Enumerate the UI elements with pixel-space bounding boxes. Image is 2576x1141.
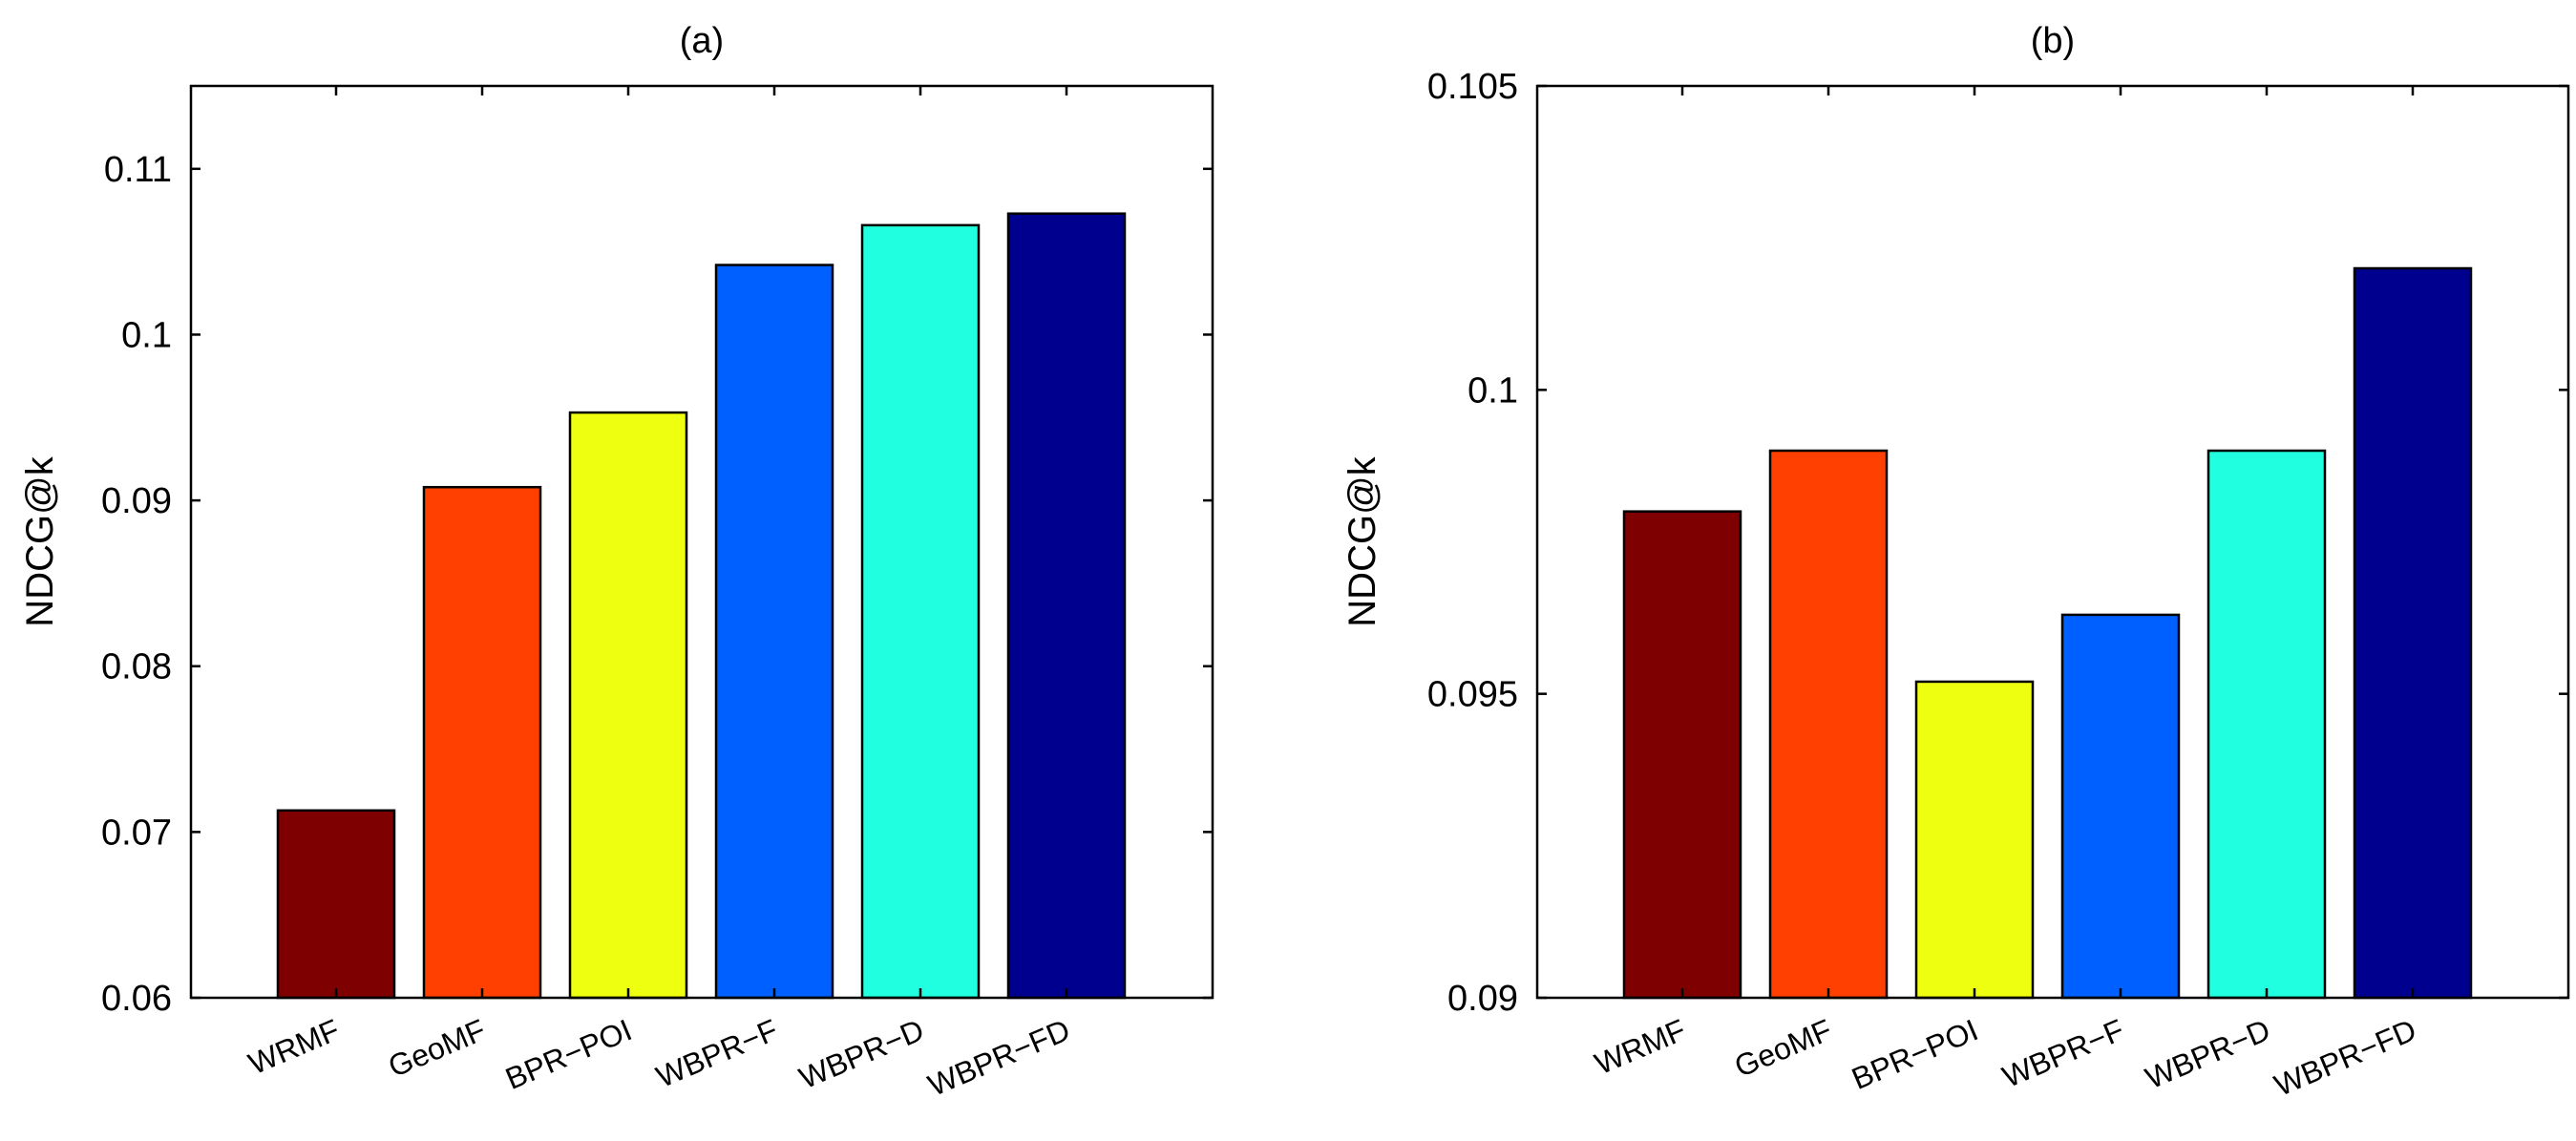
axes-frame	[189, 84, 1214, 1000]
y-axis-label: NDCG@k	[19, 455, 61, 626]
y-tick-label: 0.1	[121, 315, 172, 355]
bar-wbpr-fd	[1006, 212, 1127, 1000]
bar-bpr-poi	[568, 411, 688, 1000]
x-tick-label: BPR−POI	[1847, 1012, 1983, 1096]
bar-geomf	[1768, 449, 1889, 1000]
y-tick-label: 0.06	[101, 979, 172, 1019]
y-tick-label: 0.1	[1467, 370, 1518, 411]
bar-wbpr-fd	[2353, 266, 2473, 1000]
axes-frame	[1535, 84, 2570, 1000]
bar-bpr-poi	[1914, 680, 2035, 1000]
bar-wbpr-d	[860, 223, 981, 1000]
chart-title: (a)	[680, 21, 724, 61]
x-tick-label: WBPR−D	[794, 1012, 929, 1095]
x-tick-label: GeoMF	[383, 1012, 490, 1084]
x-tick-label: WBPR−FD	[923, 1012, 1075, 1103]
x-tick-label: WBPR−D	[2141, 1012, 2275, 1095]
y-tick-label: 0.11	[104, 150, 172, 190]
chart-title: (b)	[2031, 21, 2075, 61]
x-tick-label: GeoMF	[1729, 1012, 1836, 1084]
y-tick-label: 0.07	[101, 813, 172, 853]
x-tick-label: WBPR−F	[651, 1012, 783, 1094]
y-tick-label: 0.105	[1427, 67, 1518, 107]
y-tick-label: 0.09	[101, 481, 172, 521]
x-tick-label: BPR−POI	[500, 1012, 637, 1096]
bar-wbpr-f	[2060, 613, 2181, 1000]
y-tick-label: 0.09	[1447, 979, 1518, 1019]
x-tick-label: WRMF	[1590, 1012, 1691, 1081]
bar-geomf	[422, 485, 542, 1000]
x-tick-label: WRMF	[243, 1012, 345, 1081]
bar-wbpr-f	[714, 264, 834, 1000]
y-tick-label: 0.095	[1427, 675, 1518, 715]
y-tick-label: 0.08	[101, 647, 172, 687]
bar-wrmf	[276, 809, 396, 1000]
x-tick-label: WBPR−F	[1997, 1012, 2129, 1094]
bar-wbpr-d	[2206, 449, 2327, 1000]
x-tick-label: WBPR−FD	[2270, 1012, 2421, 1103]
y-axis-label: NDCG@k	[1341, 455, 1383, 626]
bar-wrmf	[1622, 510, 1742, 1000]
